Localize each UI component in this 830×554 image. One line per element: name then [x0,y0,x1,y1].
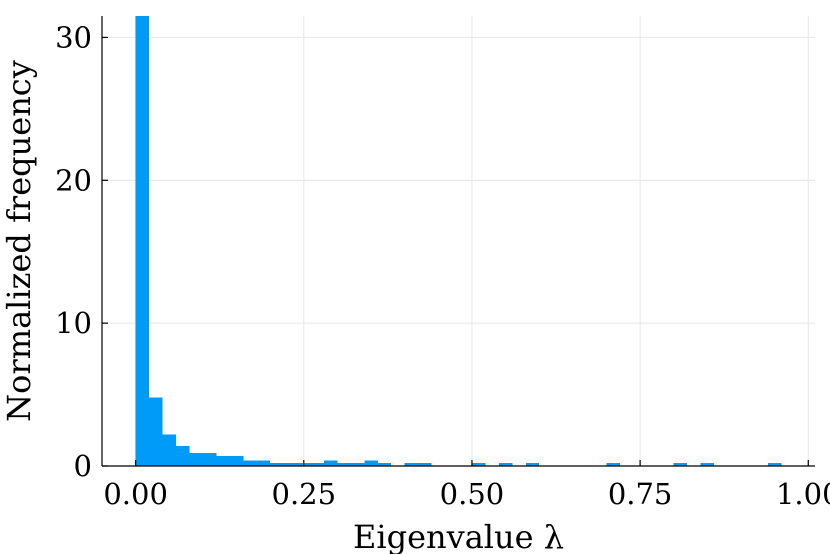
y-axis-ticks: 0 10 20 30 [55,20,108,483]
y-tick-label: 0 [74,449,92,483]
histogram-bar [364,460,378,466]
x-axis-ticks: 0.00 0.25 0.50 0.75 1.00 [103,460,830,511]
histogram-bar [498,463,513,466]
histogram-bar [149,397,163,466]
histogram-bar [229,456,244,466]
x-tick-label: 0.00 [103,477,168,511]
histogram-bar [202,453,217,466]
histogram-bar [323,460,338,466]
histogram-bar [243,460,257,466]
histogram-bar [606,463,620,466]
histogram-bar [418,463,432,466]
histogram-bar [673,463,688,466]
histogram-bar [525,463,540,466]
histogram-bar [189,453,203,466]
histogram-bar [471,463,486,466]
histogram-bar [175,446,190,466]
y-tick-label: 30 [55,20,92,54]
histogram-bar [404,463,419,466]
histogram-bar [767,463,782,466]
x-tick-label: 0.50 [440,477,505,511]
histogram-bar [377,463,392,466]
y-axis-title: Normalized frequency [0,60,38,422]
y-tick-label: 20 [55,163,92,197]
histogram-bar [256,460,271,466]
histogram-bar [270,463,284,466]
x-tick-label: 1.00 [776,477,830,511]
grid [102,16,815,467]
x-tick-label: 0.75 [608,477,673,511]
histogram-bar [337,463,351,466]
histogram-bar [283,463,298,466]
x-axis-title: Eigenvalue λ [353,518,564,554]
histogram-bar [350,463,365,466]
histogram-bar [135,16,150,466]
histogram-bars [135,16,782,466]
histogram-bar [216,456,230,466]
y-tick-label: 10 [55,306,92,340]
axes [101,16,815,467]
histogram-bar [310,463,324,466]
histogram-bar [162,434,176,466]
x-tick-label: 0.25 [272,477,337,511]
histogram-bar [700,463,715,466]
